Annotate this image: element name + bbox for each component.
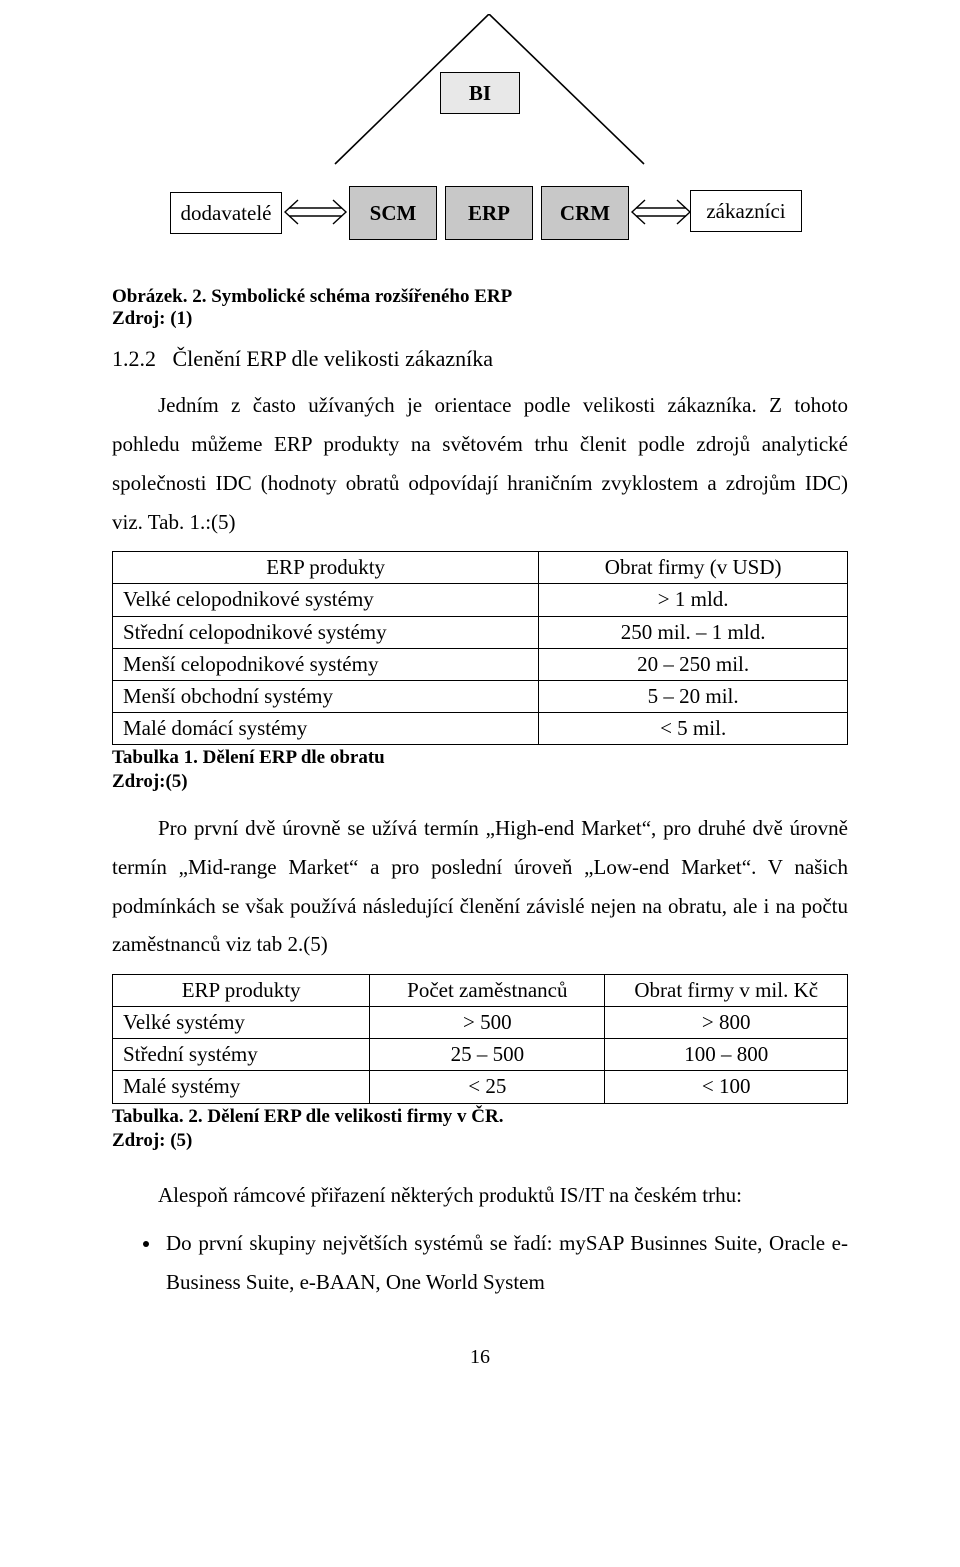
table-cell: Velké systémy: [113, 1007, 370, 1039]
table1-caption: Tabulka 1. Dělení ERP dle obratu: [112, 747, 848, 769]
table-cell: 25 – 500: [370, 1039, 605, 1071]
table-cell: Menší celopodnikové systémy: [113, 648, 539, 680]
table-row: Malé systémy< 25< 100: [113, 1071, 848, 1103]
subsection-heading: 1.2.2 Členění ERP dle velikosti zákazník…: [112, 346, 848, 372]
table-cell: < 25: [370, 1071, 605, 1103]
table-row: Menší celopodnikové systémy20 – 250 mil.: [113, 648, 848, 680]
figure-caption: Obrázek. 2. Symbolické schéma rozšířenéh…: [112, 286, 848, 308]
table-cell: < 5 mil.: [539, 712, 848, 744]
table-cell: > 500: [370, 1007, 605, 1039]
table-row: Malé domácí systémy< 5 mil.: [113, 712, 848, 744]
paragraph-3: Alespoň rámcové přiřazení některých prod…: [112, 1176, 848, 1215]
table1-header-cell: Obrat firmy (v USD): [539, 552, 848, 584]
table-cell: > 1 mld.: [539, 584, 848, 616]
table2-header-cell: Počet zaměstnanců: [370, 975, 605, 1007]
table-cell: > 800: [605, 1007, 848, 1039]
scm-box: SCM: [349, 186, 437, 240]
erp-diagram: BI dodavatelé SCM ERP CRM zákazníci: [170, 14, 790, 274]
erp-box: ERP: [445, 186, 533, 240]
table-cell: Malé domácí systémy: [113, 712, 539, 744]
table-cell: 250 mil. – 1 mld.: [539, 616, 848, 648]
table-row: Velké celopodnikové systémy> 1 mld.: [113, 584, 848, 616]
table2-source: Zdroj: (5): [112, 1130, 848, 1152]
bullet-list: Do první skupiny největších systémů se ř…: [112, 1224, 848, 1302]
table-cell: Střední celopodnikové systémy: [113, 616, 539, 648]
table-cell: 5 – 20 mil.: [539, 680, 848, 712]
table-row: Velké systémy> 500> 800: [113, 1007, 848, 1039]
crm-box: CRM: [541, 186, 629, 240]
table-cell: Střední systémy: [113, 1039, 370, 1071]
subsection-number: 1.2.2: [112, 346, 156, 371]
subsection-title: Členění ERP dle velikosti zákazníka: [173, 346, 494, 371]
zakaznici-box: zákazníci: [690, 190, 802, 232]
table-row: Střední celopodnikové systémy250 mil. – …: [113, 616, 848, 648]
table-cell: < 100: [605, 1071, 848, 1103]
page-number: 16: [112, 1346, 848, 1369]
table2-caption: Tabulka. 2. Dělení ERP dle velikosti fir…: [112, 1106, 848, 1128]
table-2: ERP produktyPočet zaměstnancůObrat firmy…: [112, 974, 848, 1103]
page: BI dodavatelé SCM ERP CRM zákazníci Obrá…: [0, 0, 960, 1429]
table-cell: Velké celopodnikové systémy: [113, 584, 539, 616]
table-cell: Malé systémy: [113, 1071, 370, 1103]
figure-source: Zdroj: (1): [112, 308, 848, 330]
paragraph-1: Jedním z často užívaných je orientace po…: [112, 386, 848, 541]
table-cell: 100 – 800: [605, 1039, 848, 1071]
paragraph-2: Pro první dvě úrovně se užívá termín „Hi…: [112, 809, 848, 964]
table1-source: Zdroj:(5): [112, 771, 848, 793]
table1-header-cell: ERP produkty: [113, 552, 539, 584]
table2-header-cell: ERP produkty: [113, 975, 370, 1007]
bullet-item-1: Do první skupiny největších systémů se ř…: [162, 1224, 848, 1302]
table-cell: Menší obchodní systémy: [113, 680, 539, 712]
table-cell: 20 – 250 mil.: [539, 648, 848, 680]
bi-box: BI: [440, 72, 520, 114]
table-1: ERP produktyObrat firmy (v USD)Velké cel…: [112, 551, 848, 744]
table-row: Menší obchodní systémy5 – 20 mil.: [113, 680, 848, 712]
dodavatele-box: dodavatelé: [170, 192, 282, 234]
table2-header-cell: Obrat firmy v mil. Kč: [605, 975, 848, 1007]
table-row: Střední systémy25 – 500100 – 800: [113, 1039, 848, 1071]
